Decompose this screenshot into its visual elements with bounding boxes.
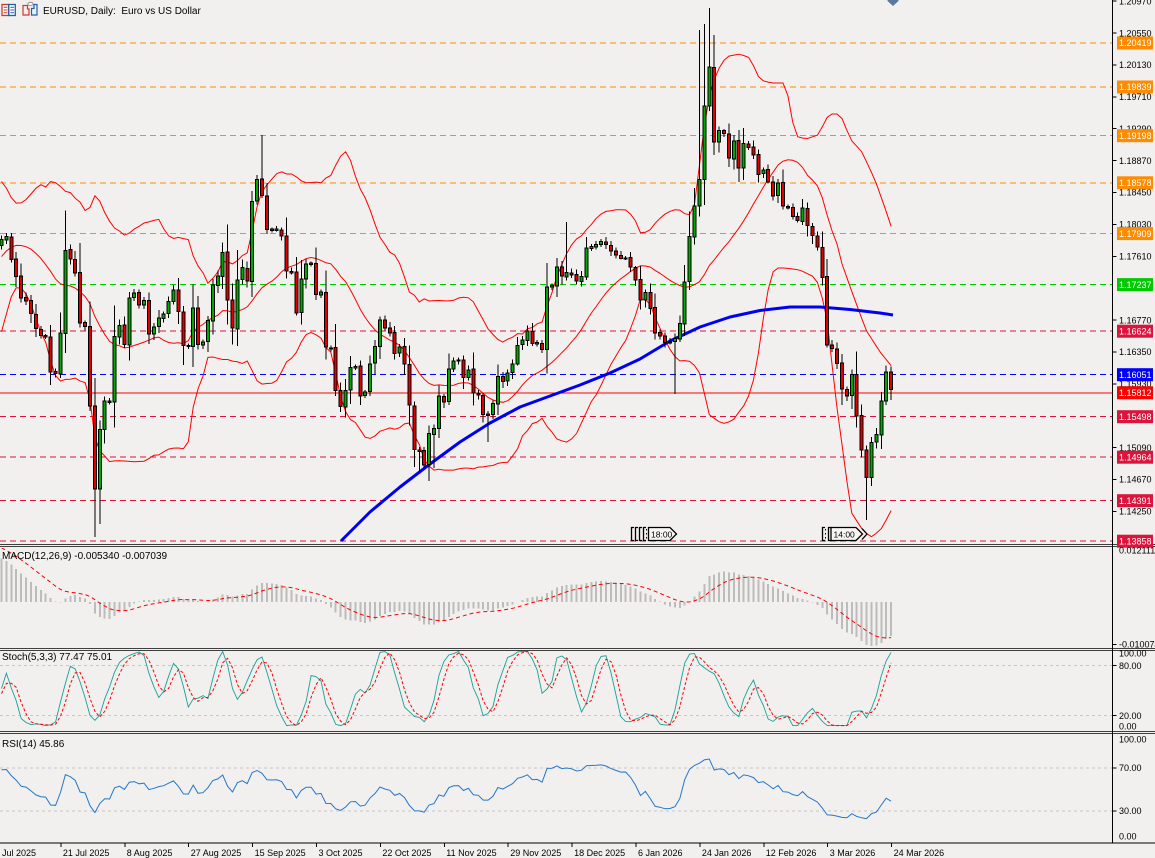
svg-text:1.19710: 1.19710: [1119, 92, 1152, 102]
svg-text:1.14391: 1.14391: [1119, 496, 1152, 506]
svg-text:3 Mar 2026: 3 Mar 2026: [830, 848, 876, 858]
svg-text:27 Aug 2025: 27 Aug 2025: [191, 848, 242, 858]
svg-text:1.16350: 1.16350: [1119, 347, 1152, 357]
svg-text:1.14964: 1.14964: [1119, 452, 1152, 462]
svg-text:18 Dec 2025: 18 Dec 2025: [574, 848, 625, 858]
svg-text:18:00: 18:00: [651, 529, 673, 539]
svg-text:11 Nov 2025: 11 Nov 2025: [446, 848, 496, 858]
svg-text:RSI(14) 45.86: RSI(14) 45.86: [2, 739, 65, 750]
svg-text:8 Aug 2025: 8 Aug 2025: [127, 848, 173, 858]
svg-text:1.14670: 1.14670: [1119, 475, 1152, 485]
svg-text:Jul 2025: Jul 2025: [2, 848, 36, 858]
svg-text:70.00: 70.00: [1119, 763, 1142, 773]
svg-text:Stoch(5,3,3) 77.47 75.01: Stoch(5,3,3) 77.47 75.01: [2, 652, 113, 663]
svg-text:24 Jan 2026: 24 Jan 2026: [702, 848, 752, 858]
svg-text:1.15498: 1.15498: [1119, 412, 1152, 422]
svg-text:0.012111: 0.012111: [1119, 546, 1155, 556]
svg-text:1.20550: 1.20550: [1119, 28, 1152, 38]
svg-text:6 Jan 2026: 6 Jan 2026: [638, 848, 683, 858]
svg-text:1.17237: 1.17237: [1119, 280, 1152, 290]
svg-text:1.16624: 1.16624: [1119, 326, 1152, 336]
svg-text:1.19198: 1.19198: [1119, 131, 1152, 141]
svg-text:1.18870: 1.18870: [1119, 156, 1152, 166]
svg-text:24 Mar 2026: 24 Mar 2026: [894, 848, 945, 858]
svg-text:1.15090: 1.15090: [1119, 443, 1152, 453]
svg-text:1.20970: 1.20970: [1119, 0, 1152, 6]
svg-text:100.00: 100.00: [1119, 649, 1147, 659]
svg-text:1.14250: 1.14250: [1119, 507, 1152, 517]
svg-text:1.15930: 1.15930: [1119, 379, 1152, 389]
svg-text:0.00: 0.00: [1119, 722, 1137, 732]
svg-text:1.15812: 1.15812: [1119, 388, 1152, 398]
svg-text:15 Sep 2025: 15 Sep 2025: [255, 848, 306, 858]
svg-text:14:00: 14:00: [834, 529, 856, 539]
svg-text:1.19839: 1.19839: [1119, 82, 1152, 92]
svg-text:1.17610: 1.17610: [1119, 252, 1152, 262]
svg-text:-0.010074: -0.010074: [1119, 640, 1155, 650]
svg-text:1.18030: 1.18030: [1119, 220, 1152, 230]
svg-text:80.00: 80.00: [1119, 661, 1142, 671]
svg-text:EURUSD, Daily: Euro vs US Dol: EURUSD, Daily: Euro vs US Dollar: [43, 6, 201, 17]
svg-text:21 Jul 2025: 21 Jul 2025: [63, 848, 110, 858]
svg-text:1.13858: 1.13858: [1119, 536, 1152, 546]
svg-text:29 Nov 2025: 29 Nov 2025: [510, 848, 561, 858]
svg-text:1.16051: 1.16051: [1119, 370, 1152, 380]
svg-text:1.17909: 1.17909: [1119, 229, 1152, 239]
svg-text:30.00: 30.00: [1119, 806, 1142, 816]
svg-text:1.20130: 1.20130: [1119, 60, 1152, 70]
svg-text:MACD(12,26,9) -0.005340 -0.007: MACD(12,26,9) -0.005340 -0.007039: [2, 551, 168, 562]
svg-text:0.00: 0.00: [1119, 832, 1137, 842]
svg-text:3 Oct 2025: 3 Oct 2025: [319, 848, 363, 858]
svg-text:1.16770: 1.16770: [1119, 315, 1152, 325]
svg-text:12 Feb 2026: 12 Feb 2026: [766, 848, 817, 858]
svg-text:22 Oct 2025: 22 Oct 2025: [382, 848, 431, 858]
svg-text:20.00: 20.00: [1119, 711, 1142, 721]
svg-text:1.20419: 1.20419: [1119, 38, 1152, 48]
svg-text:100.00: 100.00: [1119, 735, 1147, 745]
svg-text:1.18578: 1.18578: [1119, 178, 1152, 188]
svg-text:1.18450: 1.18450: [1119, 188, 1152, 198]
svg-text:1.19290: 1.19290: [1119, 124, 1152, 134]
